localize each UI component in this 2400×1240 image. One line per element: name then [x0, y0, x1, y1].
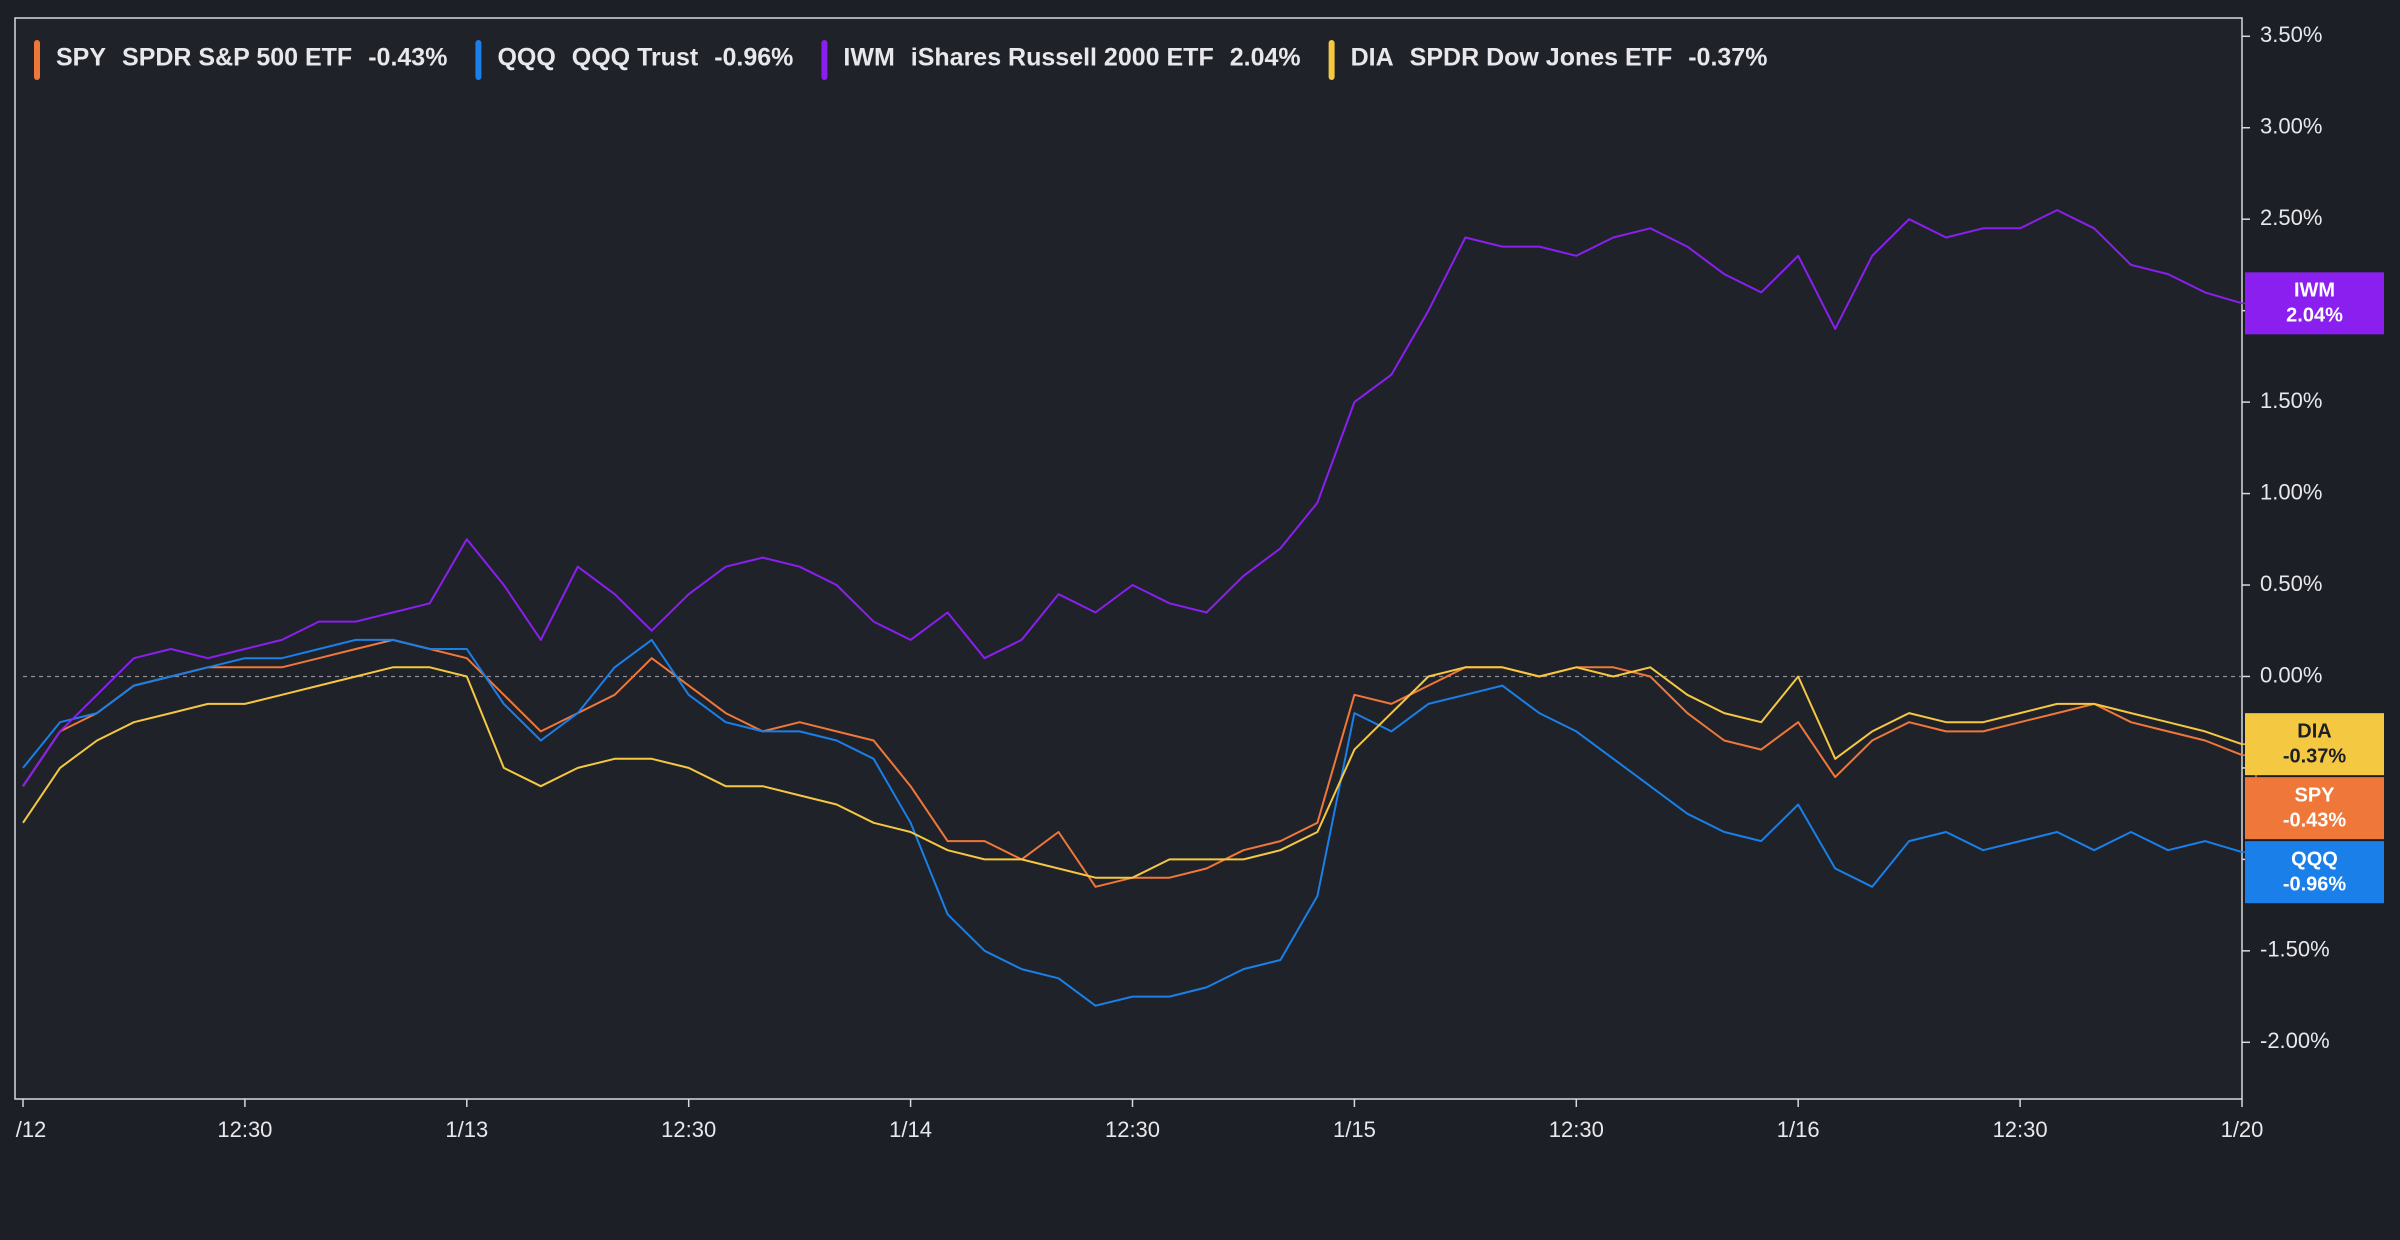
legend-change: 2.04% [1230, 44, 1301, 72]
y-tick-label: -2.00% [2260, 1028, 2330, 1053]
legend-swatch [475, 40, 482, 80]
y-tick-label: 1.00% [2260, 479, 2322, 504]
x-tick-label: 12:30 [1549, 1117, 1604, 1142]
badge-symbol: IWM [2294, 280, 2335, 302]
x-tick-label: 1/13 [445, 1117, 488, 1142]
x-tick-label: 1/14 [889, 1117, 932, 1142]
x-tick-label: 12:30 [1993, 1117, 2048, 1142]
legend-change: -0.96% [714, 44, 793, 72]
legend-symbol: SPY [56, 44, 106, 72]
legend-description: iShares Russell 2000 ETF [911, 44, 1214, 72]
badge-symbol: QQQ [2291, 848, 2338, 870]
badge-change: -0.96% [2283, 873, 2347, 895]
legend-symbol: QQQ [497, 44, 555, 72]
y-tick-label: 3.00% [2260, 114, 2322, 139]
x-tick-label: /12 [16, 1117, 47, 1142]
badge-change: -0.43% [2283, 809, 2347, 831]
x-tick-label: 1/15 [1333, 1117, 1376, 1142]
legend-swatch [1328, 40, 1335, 80]
legend-change: -0.37% [1688, 44, 1767, 72]
badge [2245, 841, 2384, 904]
legend-symbol: DIA [1351, 44, 1394, 72]
y-tick-label: 2.50% [2260, 205, 2322, 230]
badge [2245, 713, 2384, 776]
x-tick-label: 12:30 [661, 1117, 716, 1142]
badge-change: -0.37% [2283, 745, 2347, 767]
x-tick-label: 1/16 [1777, 1117, 1820, 1142]
y-tick-label: -1.50% [2260, 937, 2330, 962]
badge-symbol: SPY [2294, 784, 2335, 806]
legend-swatch [821, 40, 828, 80]
y-tick-label: 3.50% [2260, 22, 2322, 47]
series-line [22, 209, 2243, 787]
badge-change: 2.04% [2286, 305, 2343, 327]
legend-description: SPDR S&P 500 ETF [122, 44, 352, 72]
x-tick-label: 12:30 [1105, 1117, 1160, 1142]
legend-description: QQQ Trust [572, 44, 699, 72]
badge [2245, 272, 2384, 335]
plot-area [14, 17, 2243, 1100]
legend-symbol: IWM [843, 44, 894, 72]
legend-swatch [34, 40, 40, 80]
series-line [22, 666, 2243, 879]
x-tick-label: 1/20 [2221, 1117, 2264, 1142]
y-tick-label: 0.00% [2260, 662, 2322, 687]
legend-change: -0.43% [368, 44, 447, 72]
badge [2245, 777, 2384, 840]
badge-symbol: DIA [2297, 720, 2331, 742]
series-line [22, 638, 2243, 1007]
y-tick-label: 0.50% [2260, 571, 2322, 596]
x-tick-label: 12:30 [217, 1117, 272, 1142]
legend-description: SPDR Dow Jones ETF [1410, 44, 1673, 72]
y-tick-label: 1.50% [2260, 388, 2322, 413]
